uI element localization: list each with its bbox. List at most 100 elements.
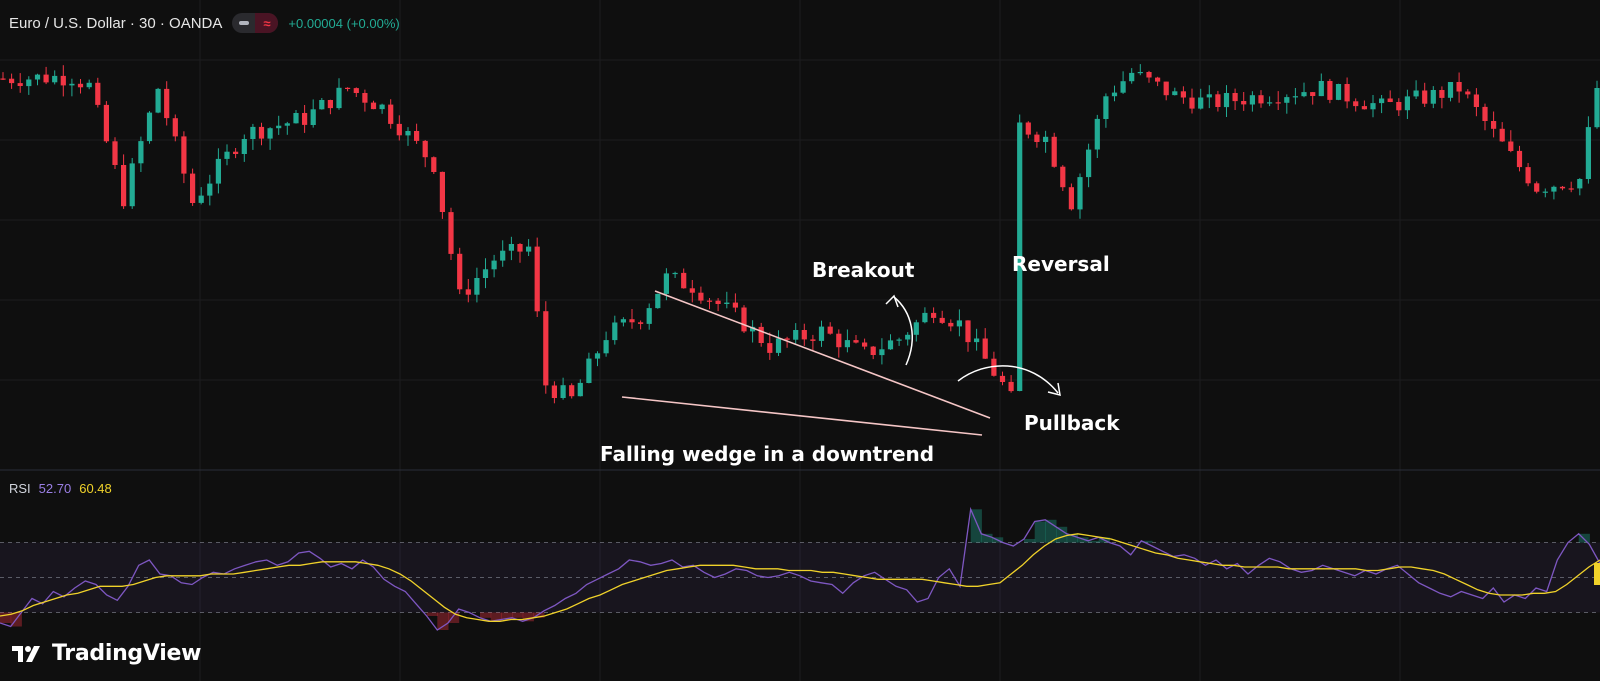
candle-body [586, 358, 592, 383]
reversal-label: Reversal [1012, 252, 1110, 276]
candle-body [491, 260, 497, 270]
candle-body [913, 322, 919, 335]
rsi-level-lines [0, 542, 1600, 613]
candle-body [896, 339, 902, 341]
candle-body [793, 330, 799, 340]
candle-body [1577, 179, 1583, 189]
candle-body [60, 75, 66, 86]
candle-body [224, 151, 230, 159]
chart-header: Euro / U.S. Dollar · 30 · OANDA ≈ +0.000… [9, 13, 400, 33]
candle-body [448, 212, 454, 254]
candle-body [724, 302, 730, 304]
candle-body [741, 307, 747, 332]
candle-body [1111, 92, 1118, 97]
candle-body [345, 87, 351, 89]
candle-body [1284, 97, 1290, 103]
candle-body [775, 338, 782, 353]
candle-body [439, 171, 445, 212]
candle-body [818, 326, 825, 341]
candle-body [1043, 136, 1049, 142]
candle-body [1103, 96, 1109, 119]
candle-body [784, 338, 790, 340]
candle-body [1379, 98, 1385, 104]
candle-body [1034, 134, 1040, 142]
rsi-overbought-fill [1024, 539, 1036, 543]
candle-body [1508, 141, 1514, 151]
candle-body [1077, 177, 1083, 210]
candle-body [1258, 95, 1264, 104]
candle-body [146, 112, 153, 142]
candle-body [1206, 94, 1212, 98]
rsi-overbought-fill [1077, 537, 1089, 543]
candle-body [1361, 106, 1367, 110]
rsi-ma-value: 60.48 [79, 481, 112, 496]
candle-body [207, 183, 213, 196]
candle-body [233, 151, 239, 154]
candle-body [86, 82, 92, 88]
candle-body [1198, 97, 1204, 109]
candle-body [327, 100, 333, 109]
candle-body [1068, 187, 1074, 210]
candle-body [121, 165, 127, 207]
rsi-oversold-fill [0, 612, 12, 623]
candle-body [17, 83, 23, 86]
candle-body [370, 102, 377, 110]
candle-body [827, 326, 833, 334]
candle-body [1404, 96, 1410, 111]
candle-body [1439, 90, 1445, 98]
candle-body [319, 100, 325, 110]
candle-body [672, 272, 678, 275]
candle-body [1223, 93, 1230, 108]
candle-body [767, 343, 773, 353]
rsi-legend[interactable]: RSI 52.70 60.48 [9, 481, 112, 496]
candle-body [715, 300, 721, 304]
candle-body [801, 330, 807, 340]
candle-body [999, 375, 1006, 382]
symbol-title[interactable]: Euro / U.S. Dollar · 30 · OANDA [9, 14, 223, 32]
visibility-toggle-icon[interactable] [232, 13, 255, 33]
rsi-oversold-fill [533, 612, 545, 618]
candle-body [560, 385, 566, 398]
candle-body [931, 312, 937, 318]
candle-body [1292, 96, 1298, 98]
candle-body [1267, 102, 1273, 104]
tradingview-logo[interactable]: TradingView [12, 641, 201, 666]
candle-body [1499, 128, 1505, 142]
candle-body [1120, 81, 1126, 93]
price-change: +0.00004 (+0.00%) [288, 15, 400, 31]
candle-body [164, 88, 170, 119]
indicator-toggle[interactable]: ≈ [232, 13, 279, 33]
candle-body [362, 93, 368, 103]
wedge-label: Falling wedge in a downtrend [600, 442, 935, 466]
candle-body [956, 320, 962, 327]
candle-body [905, 334, 911, 340]
candle-body [965, 320, 971, 343]
candle-body [698, 292, 704, 301]
candle-body [276, 125, 282, 129]
candle-body [1534, 183, 1540, 192]
candle-body [190, 173, 196, 203]
candle-body [1275, 102, 1281, 104]
rsi-value: 52.70 [38, 481, 72, 496]
candle-body [198, 195, 204, 203]
rsi-overbought-fill [981, 533, 993, 543]
candle-body [302, 113, 308, 125]
breakout-label: Breakout [812, 258, 915, 282]
candle-body [991, 358, 997, 376]
candle-body [34, 74, 41, 80]
candle-body [1249, 95, 1255, 105]
candle-body [0, 78, 6, 80]
wave-icon[interactable]: ≈ [255, 13, 279, 33]
candle-body [655, 293, 661, 309]
candle-body [526, 246, 532, 252]
rsi-overbought-fill [1066, 533, 1078, 543]
candle-body [267, 128, 273, 139]
candle-body [1516, 150, 1523, 168]
candle-body [1568, 188, 1574, 190]
candle-body [879, 349, 885, 356]
breakout-arrowhead [885, 294, 899, 308]
candle-body [474, 278, 480, 295]
candle-body [1155, 77, 1161, 82]
rsi-overbought-fill [1141, 540, 1153, 543]
